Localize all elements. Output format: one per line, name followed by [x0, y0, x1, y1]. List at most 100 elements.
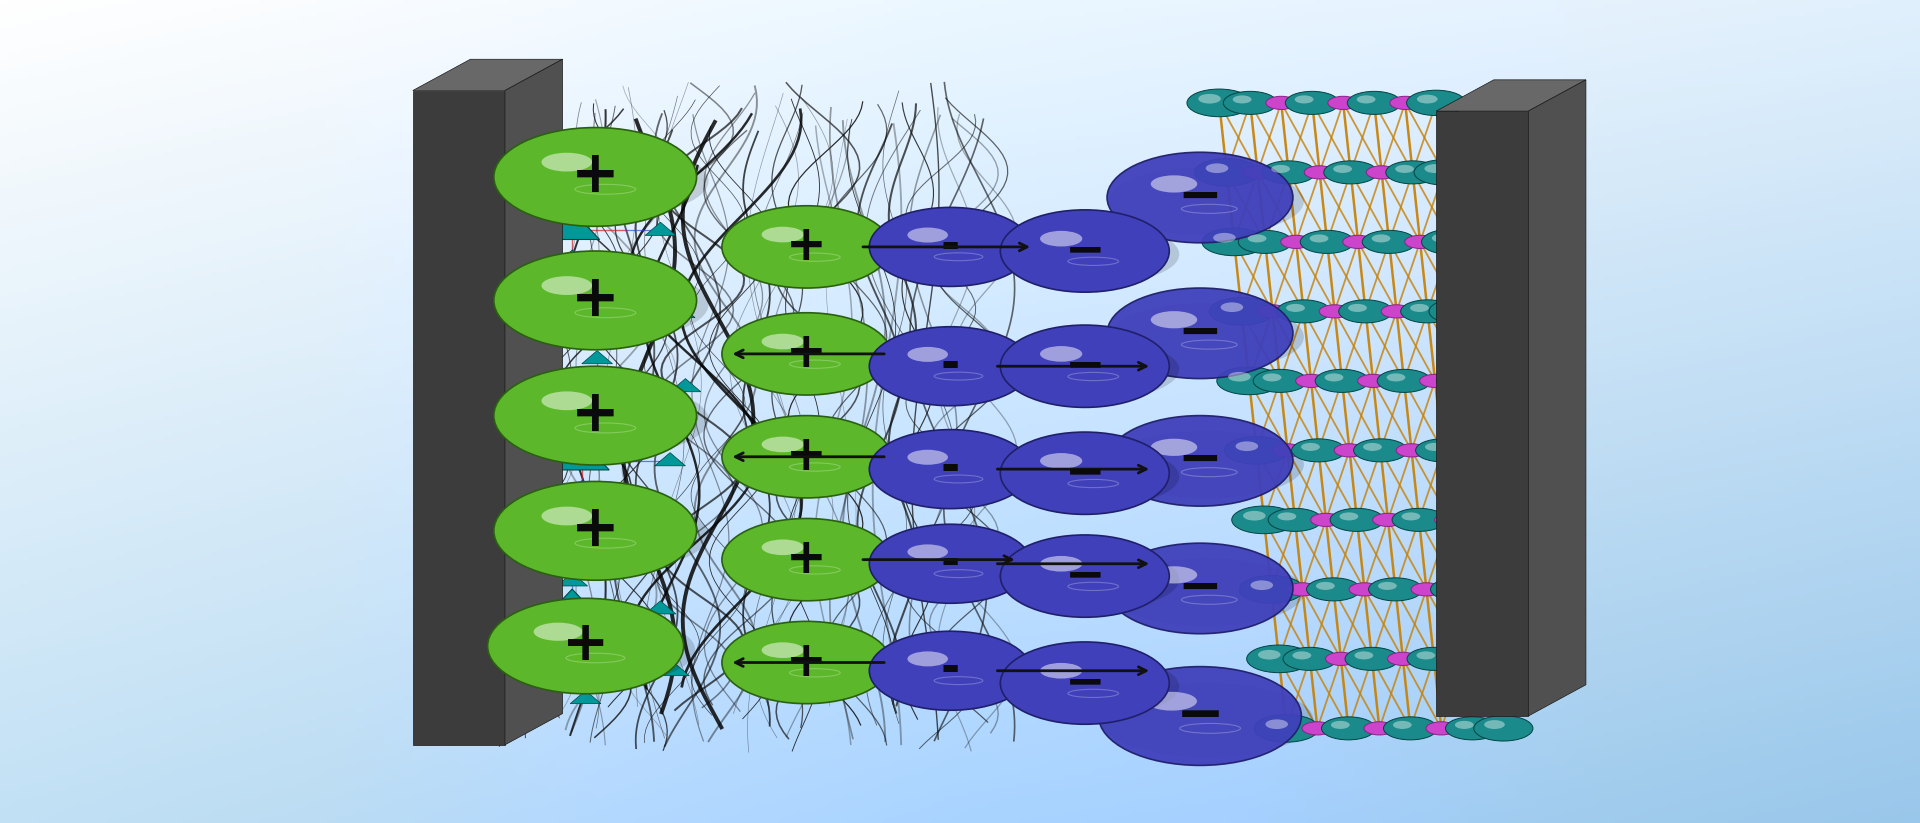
Ellipse shape — [1108, 152, 1292, 243]
Circle shape — [1392, 721, 1411, 729]
Ellipse shape — [1108, 303, 1304, 371]
Ellipse shape — [1002, 339, 1179, 401]
Circle shape — [1384, 717, 1438, 740]
Polygon shape — [576, 277, 607, 290]
Polygon shape — [557, 194, 588, 207]
Circle shape — [1198, 94, 1221, 104]
Ellipse shape — [724, 635, 900, 696]
Ellipse shape — [493, 128, 697, 226]
Circle shape — [1484, 720, 1505, 729]
Ellipse shape — [1100, 683, 1313, 757]
Circle shape — [1354, 439, 1407, 462]
Polygon shape — [488, 305, 518, 318]
Text: −: − — [1175, 686, 1225, 743]
Polygon shape — [559, 651, 612, 680]
Ellipse shape — [541, 153, 591, 171]
Circle shape — [1202, 228, 1267, 256]
Ellipse shape — [870, 430, 1031, 509]
Circle shape — [1427, 722, 1457, 735]
Circle shape — [1254, 370, 1308, 393]
Circle shape — [1302, 443, 1319, 451]
Circle shape — [1425, 443, 1444, 451]
Polygon shape — [557, 250, 588, 263]
Polygon shape — [1528, 80, 1586, 716]
Polygon shape — [545, 211, 599, 239]
Ellipse shape — [1002, 446, 1179, 507]
Circle shape — [1421, 229, 1480, 254]
Polygon shape — [570, 690, 601, 704]
Circle shape — [1440, 582, 1459, 590]
Ellipse shape — [724, 220, 900, 281]
Circle shape — [1311, 514, 1342, 527]
Circle shape — [1277, 300, 1331, 323]
Ellipse shape — [872, 221, 1041, 280]
Circle shape — [1475, 716, 1532, 741]
Ellipse shape — [490, 614, 695, 686]
Circle shape — [1321, 717, 1375, 740]
Circle shape — [1248, 235, 1267, 243]
Polygon shape — [664, 305, 695, 318]
Ellipse shape — [722, 206, 891, 288]
Circle shape — [1281, 235, 1311, 249]
Polygon shape — [564, 293, 618, 322]
Polygon shape — [563, 555, 593, 568]
Circle shape — [1304, 165, 1334, 179]
Polygon shape — [478, 453, 509, 466]
Circle shape — [1363, 722, 1394, 735]
Ellipse shape — [1108, 167, 1304, 235]
Ellipse shape — [1150, 175, 1198, 193]
Circle shape — [1319, 305, 1350, 318]
Ellipse shape — [762, 227, 804, 243]
Ellipse shape — [1002, 655, 1179, 718]
Polygon shape — [413, 59, 563, 91]
Ellipse shape — [493, 366, 697, 465]
Circle shape — [1377, 370, 1430, 393]
Circle shape — [1446, 717, 1500, 740]
Polygon shape — [570, 367, 624, 396]
Ellipse shape — [872, 537, 1041, 597]
Circle shape — [1302, 722, 1332, 735]
Ellipse shape — [1000, 642, 1169, 724]
Circle shape — [1284, 91, 1338, 114]
Circle shape — [1217, 367, 1281, 395]
Text: -: - — [941, 446, 960, 491]
Circle shape — [1453, 442, 1475, 451]
Circle shape — [1329, 96, 1359, 109]
Circle shape — [1331, 721, 1350, 729]
Circle shape — [1371, 235, 1390, 243]
Text: −: − — [1177, 434, 1223, 486]
Circle shape — [1286, 304, 1306, 312]
Ellipse shape — [1000, 432, 1169, 514]
Circle shape — [1283, 648, 1336, 671]
Circle shape — [1386, 160, 1440, 184]
Polygon shape — [468, 222, 499, 235]
Circle shape — [1436, 368, 1496, 393]
Circle shape — [1294, 95, 1313, 104]
Polygon shape — [468, 601, 499, 614]
Circle shape — [1225, 436, 1288, 464]
Circle shape — [1273, 444, 1304, 457]
Circle shape — [1386, 374, 1405, 381]
Text: +: + — [785, 535, 828, 583]
Text: −: − — [1064, 226, 1106, 274]
Circle shape — [1440, 303, 1459, 312]
Circle shape — [1263, 374, 1281, 381]
Ellipse shape — [1000, 325, 1169, 407]
Polygon shape — [566, 425, 597, 438]
Polygon shape — [645, 222, 676, 235]
Polygon shape — [474, 527, 505, 540]
Text: +: + — [785, 222, 828, 270]
Ellipse shape — [1041, 453, 1083, 469]
Circle shape — [1444, 438, 1503, 463]
Text: −: − — [1064, 658, 1106, 706]
Ellipse shape — [541, 507, 591, 525]
Polygon shape — [413, 91, 505, 745]
Circle shape — [1194, 159, 1260, 186]
Text: -: - — [941, 224, 960, 268]
Circle shape — [1367, 165, 1398, 179]
Text: +: + — [570, 271, 620, 328]
Circle shape — [1413, 160, 1473, 185]
Circle shape — [1331, 509, 1384, 532]
Ellipse shape — [1041, 346, 1083, 362]
Circle shape — [1392, 509, 1446, 532]
